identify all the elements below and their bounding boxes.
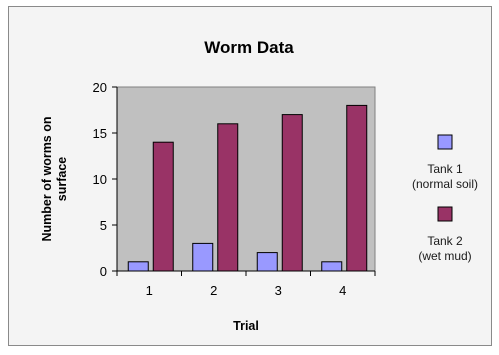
- y-tick-label: 15: [93, 126, 107, 141]
- bar-series-2-trial-1: [152, 141, 174, 272]
- bar-series-2-trial-3: [281, 114, 303, 272]
- bar-series-2-trial-4: [346, 104, 368, 272]
- x-axis-label: Trial: [233, 319, 259, 333]
- legend-swatch-tank-1: [437, 134, 453, 150]
- x-tick-label-trial-3: 3: [275, 283, 282, 298]
- y-axis-label: Number of worms on surface: [40, 116, 69, 241]
- chart-canvas: Worm Data 0 5 10 15 20 1 2 3 4 Trial Number of …: [40, 38, 478, 333]
- x-tick-label-trial-4: 4: [339, 283, 346, 298]
- y-tick-label: 20: [93, 80, 107, 95]
- y-axis-label-line-1: Number of worms on: [40, 116, 54, 241]
- bar-series-1-trial-2: [192, 242, 214, 272]
- bar-series-2-trial-2: [217, 123, 239, 272]
- chart-frame: Worm Data 0 5 10 15 20 1 2 3 4 Trial Number of …: [8, 6, 492, 346]
- legend-label-tank-1-line-1: Tank 1: [427, 162, 463, 176]
- legend-label-tank-2-line-2: (wet mud): [418, 249, 471, 263]
- y-axis-label-line-2: surface: [55, 157, 69, 202]
- y-tick-label: 10: [93, 172, 107, 187]
- y-tick-label: 5: [100, 218, 107, 233]
- bar-series-1-trial-1: [127, 261, 149, 272]
- legend-swatch-tank-2: [437, 206, 453, 222]
- y-tick-label: 0: [100, 264, 107, 279]
- x-tick-label-trial-1: 1: [146, 283, 153, 298]
- bar-series-1-trial-3: [256, 252, 278, 272]
- bar-series-1-trial-4: [321, 261, 343, 272]
- legend-label-tank-1-line-2: (normal soil): [412, 177, 478, 191]
- y-axis-ticks: 0 5 10 15 20: [93, 80, 117, 279]
- legend: Tank 1 (normal soil) Tank 2 (wet mud): [412, 134, 478, 263]
- chart-title: Worm Data: [204, 38, 294, 57]
- legend-label-tank-2-line-1: Tank 2: [427, 234, 463, 248]
- x-tick-label-trial-2: 2: [210, 283, 217, 298]
- bars-group: [127, 104, 368, 272]
- x-axis-ticks: 1 2 3 4: [116, 271, 376, 298]
